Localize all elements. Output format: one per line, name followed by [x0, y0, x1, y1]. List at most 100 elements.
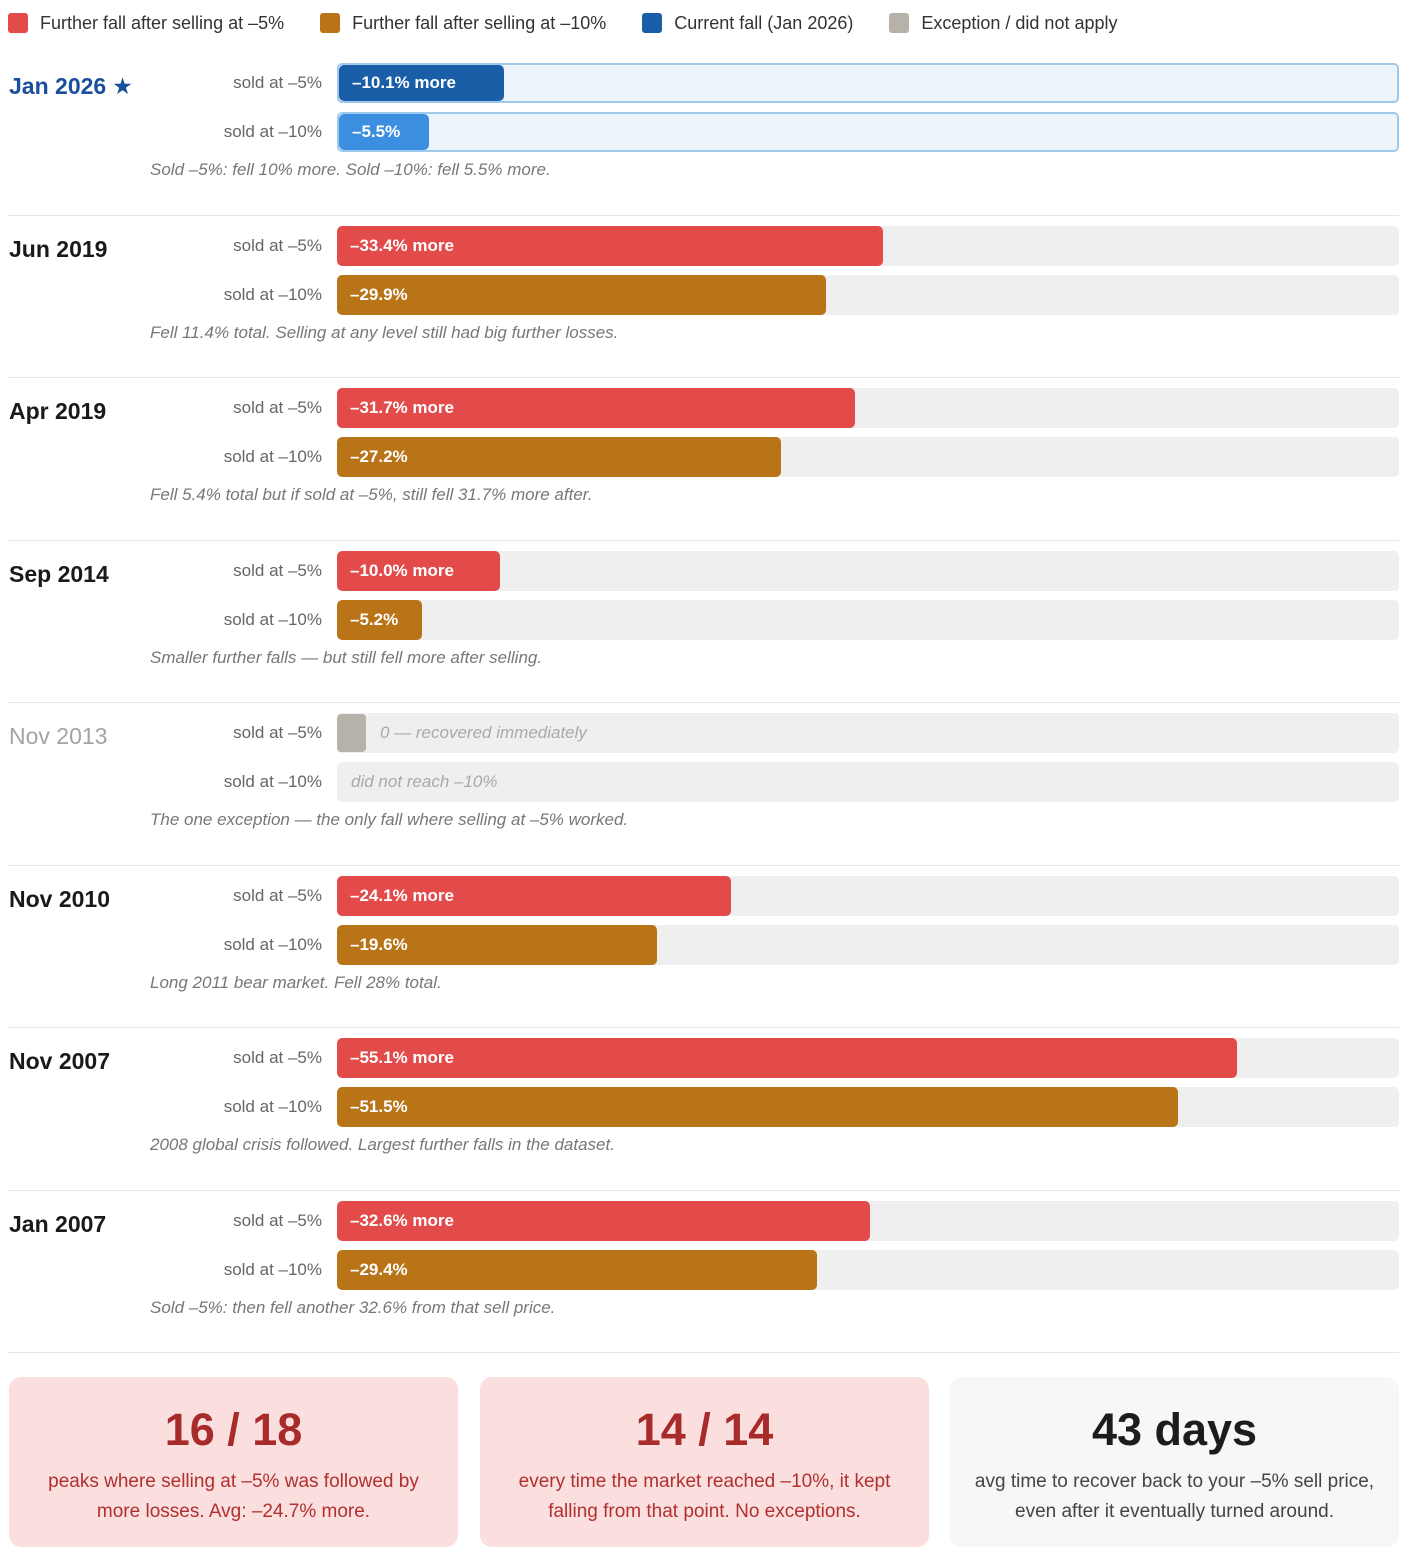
bar-sell10: –19.6% [337, 924, 657, 965]
legend-item-sell5: Further fall after selling at –5% [8, 13, 284, 34]
bar-track: –27.2% [337, 437, 1399, 477]
bar-line-sell5: sold at –5% 0 — recovered immediately [8, 713, 1399, 753]
bar-track: –19.6% [337, 924, 1399, 965]
legend-label-exception: Exception / did not apply [921, 12, 1118, 33]
bar-track: –29.9% [337, 274, 1399, 315]
period-label: Apr 2019 [9, 398, 106, 425]
bar-track: 0 — recovered immediately [337, 713, 1399, 753]
chart-row: Nov 2013 sold at –5% 0 — recovered immedia… [8, 703, 1399, 866]
row-note: The one exception — the only fall where … [150, 810, 629, 829]
bar-track: –24.1% more [337, 875, 1399, 916]
row-note: Long 2011 bear market. Fell 28% total. [150, 972, 442, 992]
chart-row: Jun 2019 sold at –5% –33.4% more sold at –1… [8, 216, 1399, 378]
period-label: Sep 2014 [9, 561, 109, 588]
sold-label: sold at –5% [233, 723, 322, 742]
period-label: Jan 2007 [9, 1211, 106, 1238]
row-note: Smaller further falls — but still fell m… [150, 647, 543, 667]
sold-label: sold at –5% [233, 1048, 322, 1067]
period-label: Nov 2010 [9, 886, 110, 913]
period-text: Nov 2010 [9, 885, 111, 912]
summary-card-sell10: 14 / 14 every time the market reached –1… [480, 1377, 929, 1547]
summary-value: 14 / 14 [635, 1404, 774, 1455]
sold-label: sold at –5% [233, 560, 322, 580]
bar-sell5: –31.7% more [337, 388, 855, 428]
period-text: Jan 2007 [9, 1210, 107, 1237]
bar-line-sell5: sold at –5% –32.6% more [8, 1200, 1399, 1241]
row-note: Sold –5%: then fell another 32.6% from t… [150, 1297, 556, 1317]
period-label: Jun 2019 [9, 236, 107, 263]
bar-line-sell10: sold at –10% –29.4% [8, 1249, 1399, 1290]
chart-row: Jan 2026 ★ sold at –5% –10.1% more sold at –… [8, 53, 1399, 216]
sold-label: sold at –5% [233, 73, 322, 92]
sold-label: sold at –5% [233, 885, 322, 905]
period-text: Jun 2019 [9, 235, 108, 262]
bar-label-sell10: did not reach –10% [351, 772, 498, 791]
legend-label-sell5: Further fall after selling at –5% [40, 12, 285, 33]
sold-label: sold at –10% [223, 772, 322, 791]
legend-swatch-exception [889, 13, 910, 33]
bar-sell5 [337, 714, 366, 752]
bar-line-sell5: sold at –5% –55.1% more [8, 1038, 1399, 1078]
legend-label-sell10: Further fall after selling at –10% [352, 12, 607, 33]
bar-line-sell10: sold at –10% did not reach –10% [8, 762, 1399, 802]
period-text: Nov 2007 [9, 1048, 111, 1074]
bar-track: did not reach –10% [337, 762, 1399, 802]
legend-swatch-sell10 [320, 13, 341, 33]
bar-label-sell5: 0 — recovered immediately [380, 723, 587, 742]
bar-line-sell5: sold at –5% –24.1% more [8, 875, 1399, 916]
summary-text: peaks where selling at –5% was followed … [48, 1471, 419, 1522]
sold-label: sold at –10% [223, 122, 322, 141]
sold-label: sold at –5% [233, 398, 322, 417]
sold-label: sold at –10% [223, 284, 322, 304]
bar-line-sell10: sold at –10% –5.2% [8, 599, 1399, 640]
bar-chart: Jan 2026 ★ sold at –5% –10.1% more sold at –… [8, 53, 1399, 1353]
bar-sell10: –5.5% [339, 114, 429, 150]
summary-cards: 16 / 18 peaks where selling at –5% was f… [9, 1377, 1399, 1547]
period-text: Sep 2014 [9, 560, 109, 587]
bar-sell10: –27.2% [337, 437, 781, 477]
bar-track: –5.2% [337, 599, 1399, 640]
sold-label: sold at –5% [233, 235, 322, 255]
period-label: Nov 2013 [9, 723, 107, 750]
bar-track: –51.5% [337, 1087, 1399, 1127]
legend-swatch-sell5 [8, 13, 28, 33]
bar-line-sell5: sold at –5% –10.0% more [8, 550, 1399, 591]
bar-sell5: –10.0% more [337, 550, 500, 591]
bar-sell5: –55.1% more [337, 1038, 1237, 1078]
chart-row: Sep 2014 sold at –5% –10.0% more sold at –1… [8, 541, 1399, 703]
period-text: Jan 2026 [9, 73, 107, 99]
row-note: Fell 11.4% total. Selling at any level s… [150, 322, 619, 342]
star-icon: ★ [112, 73, 133, 99]
legend: Further fall after selling at –5% Furthe… [8, 10, 1154, 36]
summary-card-recovery: 43 days avg time to recover back to your… [950, 1377, 1399, 1547]
row-note: Fell 5.4% total but if sold at –5%, stil… [150, 485, 593, 504]
bar-sell5: –33.4% more [337, 225, 883, 266]
bar-sell5: –32.6% more [337, 1200, 870, 1241]
bar-track: –5.5% [337, 112, 1399, 152]
period-text: Nov 2013 [9, 723, 108, 749]
bar-track: –33.4% more [337, 225, 1399, 266]
summary-text: avg time to recover back to your –5% sel… [974, 1471, 1375, 1522]
bar-sell10: –29.4% [337, 1249, 817, 1290]
bar-track: –31.7% more [337, 388, 1399, 428]
bar-line-sell10: sold at –10% –29.9% [8, 274, 1399, 315]
summary-card-sell5: 16 / 18 peaks where selling at –5% was f… [9, 1377, 458, 1547]
bar-sell5: –10.1% more [339, 65, 504, 101]
legend-label-current: Current fall (Jan 2026) [674, 12, 854, 33]
sold-label: sold at –5% [233, 1210, 322, 1230]
bar-track: –29.4% [337, 1249, 1399, 1290]
bar-line-sell5: sold at –5% –33.4% more [8, 225, 1399, 266]
sold-label: sold at –10% [223, 447, 322, 466]
bar-sell10: –29.9% [337, 274, 826, 315]
bar-track: –32.6% more [337, 1200, 1399, 1241]
bar-sell5: –24.1% more [337, 875, 731, 916]
chart-row: Nov 2007 sold at –5% –55.1% more sold at –1… [8, 1028, 1399, 1191]
period-label: Jan 2026 ★ [9, 73, 133, 100]
bar-line-sell10: sold at –10% –19.6% [8, 924, 1399, 965]
bar-line-sell10: sold at –10% –5.5% [8, 112, 1399, 152]
bar-sell10: –5.2% [337, 599, 422, 640]
legend-item-current: Current fall (Jan 2026) [642, 13, 853, 34]
period-text: Apr 2019 [9, 398, 107, 424]
summary-value: 16 / 18 [164, 1404, 303, 1455]
sold-label: sold at –10% [223, 609, 322, 629]
